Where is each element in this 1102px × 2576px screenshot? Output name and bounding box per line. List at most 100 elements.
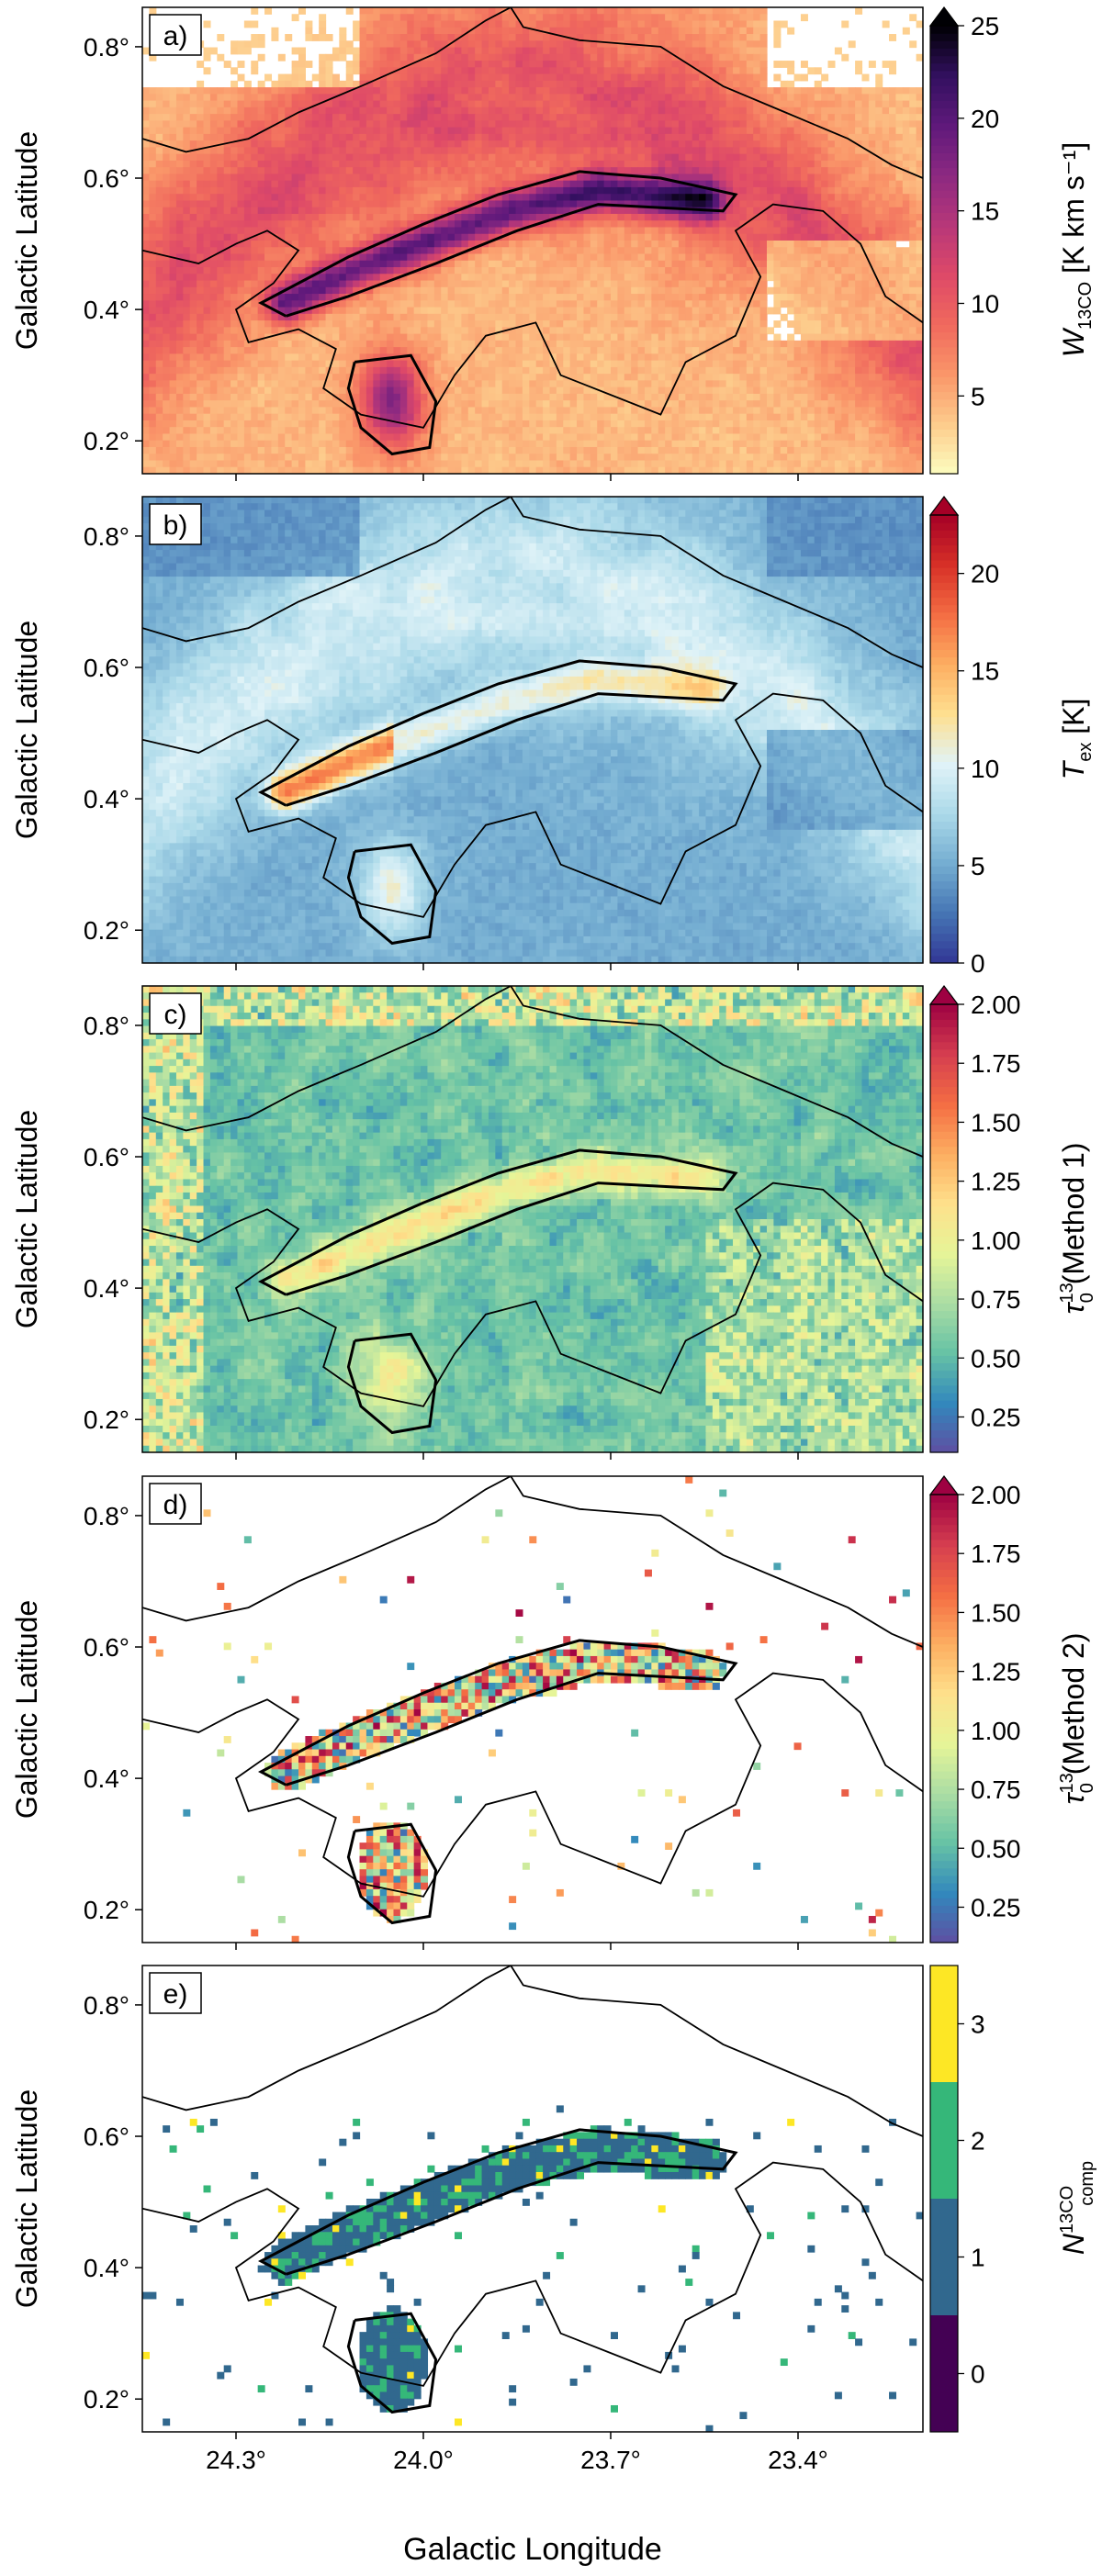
- heatmap-cell: [475, 313, 483, 321]
- heatmap-cell: [413, 20, 422, 28]
- heatmap-cell: [611, 213, 618, 221]
- heatmap-cell: [189, 153, 197, 162]
- heatmap-cell: [441, 280, 449, 288]
- heatmap-cell: [556, 313, 564, 321]
- heatmap-cell: [685, 294, 693, 301]
- heatmap-cell: [535, 280, 544, 288]
- heatmap-cell: [203, 213, 211, 221]
- heatmap-cell: [231, 147, 239, 155]
- heatmap-cell: [597, 227, 605, 235]
- heatmap-cell: [671, 307, 680, 315]
- heatmap-cell: [189, 280, 197, 288]
- heatmap-cell: [163, 320, 171, 328]
- heatmap-cell: [509, 20, 517, 28]
- heatmap-cell: [712, 294, 720, 301]
- heatmap-cell: [916, 106, 923, 115]
- heatmap-cell: [895, 253, 904, 262]
- heatmap-cell: [563, 7, 571, 15]
- heatmap-cell: [569, 307, 578, 315]
- heatmap-cell: [522, 87, 530, 95]
- heatmap-cell: [746, 260, 754, 268]
- heatmap-cell: [223, 100, 231, 108]
- heatmap-cell: [617, 307, 625, 315]
- heatmap-cell: [305, 260, 313, 268]
- heatmap-cell: [855, 7, 863, 15]
- heatmap-cell: [345, 160, 354, 168]
- heatmap-cell: [583, 147, 591, 155]
- heatmap-cell: [868, 174, 876, 182]
- heatmap-cell: [481, 7, 489, 15]
- heatmap-cell: [183, 174, 191, 182]
- heatmap-cell: [868, 241, 876, 248]
- heatmap-cell: [793, 241, 802, 248]
- heatmap-cell: [665, 114, 673, 121]
- heatmap-cell: [529, 87, 537, 95]
- heatmap-cell: [379, 207, 388, 215]
- heatmap-cell: [149, 267, 157, 274]
- heatmap-cell: [780, 253, 788, 262]
- heatmap-cell: [705, 307, 714, 315]
- heatmap-cell: [332, 94, 340, 102]
- heatmap-cell: [848, 220, 856, 229]
- heatmap-cell: [603, 294, 612, 301]
- heatmap-cell: [332, 133, 340, 141]
- heatmap-cell: [678, 241, 686, 248]
- heatmap-cell: [467, 227, 476, 235]
- heatmap-cell: [651, 80, 659, 88]
- heatmap-cell: [529, 94, 537, 102]
- heatmap-cell: [671, 27, 680, 35]
- heatmap-cell: [298, 280, 306, 288]
- heatmap-cell: [421, 207, 429, 215]
- heatmap-cell: [311, 286, 320, 295]
- heatmap-cell: [692, 320, 700, 328]
- heatmap-cell: [183, 274, 191, 282]
- heatmap-cell: [665, 14, 673, 22]
- heatmap-cell: [217, 320, 225, 328]
- heatmap-cell: [916, 160, 923, 168]
- heatmap-cell: [916, 280, 923, 288]
- heatmap-cell: [197, 167, 205, 175]
- heatmap-cell: [461, 53, 469, 62]
- heatmap-cell: [733, 307, 741, 315]
- heatmap-cell: [705, 153, 714, 162]
- heatmap-cell: [767, 267, 774, 274]
- heatmap-cell: [617, 14, 625, 22]
- heatmap-cell: [807, 300, 815, 308]
- heatmap-cell: [644, 320, 652, 328]
- heatmap-cell: [577, 313, 585, 321]
- heatmap-cell: [665, 80, 673, 88]
- heatmap-cell: [725, 106, 734, 115]
- heatmap-cell: [509, 307, 517, 315]
- heatmap-cell: [264, 140, 273, 148]
- heatmap-cell: [719, 106, 727, 115]
- heatmap-cell: [902, 180, 910, 188]
- heatmap-cell: [841, 147, 849, 155]
- heatmap-cell: [861, 147, 870, 155]
- heatmap-cell: [611, 147, 618, 155]
- heatmap-cell: [407, 34, 415, 41]
- heatmap-cell: [149, 186, 157, 195]
- heatmap-cell: [257, 153, 265, 162]
- heatmap-cell: [583, 94, 591, 102]
- heatmap-cell: [793, 73, 802, 82]
- heatmap-cell: [379, 100, 388, 108]
- heatmap-cell: [773, 174, 782, 182]
- heatmap-cell: [277, 200, 286, 208]
- heatmap-cell: [746, 160, 754, 168]
- heatmap-cell: [163, 267, 171, 274]
- heatmap-cell: [495, 153, 503, 162]
- heatmap-cell: [651, 34, 659, 41]
- heatmap-cell: [142, 274, 150, 282]
- heatmap-cell: [624, 27, 632, 35]
- heatmap-cell: [285, 286, 293, 295]
- heatmap-cell: [800, 253, 808, 262]
- heatmap-cell: [889, 227, 897, 235]
- heatmap-cell: [800, 260, 808, 268]
- heatmap-cell: [197, 160, 205, 168]
- heatmap-cell: [753, 241, 761, 248]
- heatmap-cell: [821, 247, 829, 255]
- heatmap-cell: [583, 260, 591, 268]
- heatmap-cell: [447, 220, 455, 229]
- heatmap-cell: [665, 147, 673, 155]
- heatmap-cell: [868, 140, 876, 148]
